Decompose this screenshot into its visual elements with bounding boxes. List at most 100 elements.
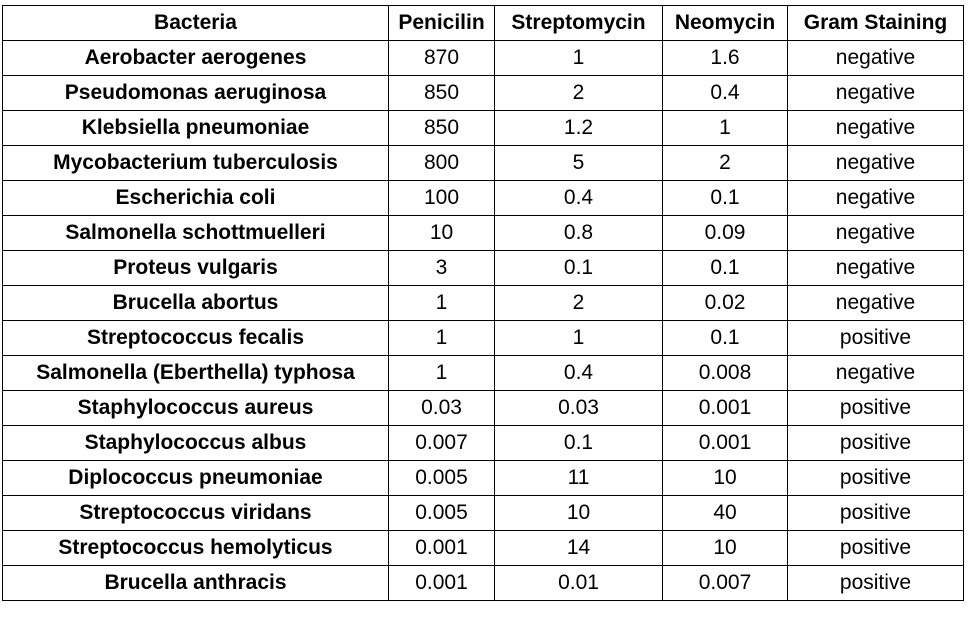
streptomycin-cell: 10 [494,495,663,531]
penicilin-cell: 0.005 [388,495,495,531]
streptomycin-cell: 0.03 [494,390,663,426]
table-row: Staphylococcus albus 0.007 0.1 0.001 positiv… [2,425,964,461]
bacteria-cell: Diplococcus pneumoniae [2,460,389,496]
table-row: Aerobacter aerogenes 870 1 1.6 negative [2,40,964,76]
table-row: Streptococcus hemolyticus 0.001 14 10 positi… [2,530,964,566]
streptomycin-cell: 1.2 [494,110,663,146]
penicilin-cell: 850 [388,75,495,111]
bacteria-cell: Proteus vulgaris [2,250,389,286]
gram-staining-cell: positive [787,320,964,356]
table-row: Klebsiella pneumoniae 850 1.2 1 negative [2,110,964,146]
streptomycin-cell: 1 [494,40,663,76]
table-row: Pseudomonas aeruginosa 850 2 0.4 negative [2,75,964,111]
gram-staining-cell: negative [787,250,964,286]
bacteria-cell: Streptococcus hemolyticus [2,530,389,566]
table-row: Streptococcus viridans 0.005 10 40 positive [2,495,964,531]
penicilin-cell: 3 [388,250,495,286]
streptomycin-cell: 0.4 [494,355,663,391]
neomycin-cell: 0.001 [662,390,788,426]
gram-staining-cell: negative [787,285,964,321]
gram-staining-cell: negative [787,110,964,146]
table-row: Mycobacterium tuberculosis 800 5 2 negative [2,145,964,181]
gram-staining-cell: negative [787,180,964,216]
table-row: Streptococcus fecalis 1 1 0.1 positive [2,320,964,356]
table-row: Salmonella schottmuelleri 10 0.8 0.09 negati… [2,215,964,251]
penicilin-cell: 850 [388,110,495,146]
header-bacteria: Bacteria [2,5,389,41]
neomycin-cell: 0.1 [662,180,788,216]
penicilin-cell: 870 [388,40,495,76]
header-row: Bacteria Penicilin Streptomycin Neomycin… [2,5,964,41]
table-row: Salmonella (Eberthella) typhosa 1 0.4 0.008… [2,355,964,391]
penicilin-cell: 10 [388,215,495,251]
streptomycin-cell: 2 [494,285,663,321]
penicilin-cell: 100 [388,180,495,216]
header-gram-staining: Gram Staining [787,5,964,41]
gram-staining-cell: negative [787,355,964,391]
gram-staining-cell: positive [787,495,964,531]
table-body: Aerobacter aerogenes 870 1 1.6 negative Pseud… [2,40,964,601]
bacteria-cell: Escherichia coli [2,180,389,216]
streptomycin-cell: 0.4 [494,180,663,216]
bacteria-cell: Streptococcus viridans [2,495,389,531]
penicilin-cell: 800 [388,145,495,181]
penicilin-cell: 1 [388,285,495,321]
gram-staining-cell: positive [787,460,964,496]
neomycin-cell: 0.1 [662,250,788,286]
header-penicilin: Penicilin [388,5,495,41]
header-neomycin: Neomycin [662,5,788,41]
streptomycin-cell: 14 [494,530,663,566]
neomycin-cell: 1.6 [662,40,788,76]
penicilin-cell: 0.001 [388,565,495,601]
table-row: Proteus vulgaris 3 0.1 0.1 negative [2,250,964,286]
bacteria-cell: Pseudomonas aeruginosa [2,75,389,111]
bacteria-cell: Staphylococcus aureus [2,390,389,426]
gram-staining-cell: positive [787,565,964,601]
antibiotic-table: Bacteria Penicilin Streptomycin Neomycin… [2,5,964,601]
neomycin-cell: 0.008 [662,355,788,391]
streptomycin-cell: 0.1 [494,425,663,461]
gram-staining-cell: negative [787,40,964,76]
table-row: Escherichia coli 100 0.4 0.1 negative [2,180,964,216]
neomycin-cell: 0.1 [662,320,788,356]
streptomycin-cell: 5 [494,145,663,181]
table-row: Brucella anthracis 0.001 0.01 0.007 positive [2,565,964,601]
bacteria-cell: Aerobacter aerogenes [2,40,389,76]
bacteria-cell: Salmonella schottmuelleri [2,215,389,251]
streptomycin-cell: 11 [494,460,663,496]
bacteria-cell: Klebsiella pneumoniae [2,110,389,146]
gram-staining-cell: positive [787,425,964,461]
penicilin-cell: 1 [388,355,495,391]
bacteria-cell: Brucella abortus [2,285,389,321]
gram-staining-cell: negative [787,75,964,111]
penicilin-cell: 1 [388,320,495,356]
neomycin-cell: 0.4 [662,75,788,111]
bacteria-cell: Salmonella (Eberthella) typhosa [2,355,389,391]
gram-staining-cell: negative [787,215,964,251]
penicilin-cell: 0.03 [388,390,495,426]
penicilin-cell: 0.007 [388,425,495,461]
neomycin-cell: 0.007 [662,565,788,601]
penicilin-cell: 0.001 [388,530,495,566]
table-row: Diplococcus pneumoniae 0.005 11 10 positive [2,460,964,496]
streptomycin-cell: 2 [494,75,663,111]
gram-staining-cell: positive [787,530,964,566]
neomycin-cell: 2 [662,145,788,181]
neomycin-cell: 40 [662,495,788,531]
bacteria-cell: Staphylococcus albus [2,425,389,461]
neomycin-cell: 0.001 [662,425,788,461]
bacteria-cell: Mycobacterium tuberculosis [2,145,389,181]
neomycin-cell: 0.02 [662,285,788,321]
penicilin-cell: 0.005 [388,460,495,496]
streptomycin-cell: 0.01 [494,565,663,601]
neomycin-cell: 1 [662,110,788,146]
neomycin-cell: 10 [662,460,788,496]
gram-staining-cell: positive [787,390,964,426]
streptomycin-cell: 0.1 [494,250,663,286]
bacteria-cell: Brucella anthracis [2,565,389,601]
neomycin-cell: 10 [662,530,788,566]
streptomycin-cell: 0.8 [494,215,663,251]
gram-staining-cell: negative [787,145,964,181]
table-row: Staphylococcus aureus 0.03 0.03 0.001 positi… [2,390,964,426]
streptomycin-cell: 1 [494,320,663,356]
